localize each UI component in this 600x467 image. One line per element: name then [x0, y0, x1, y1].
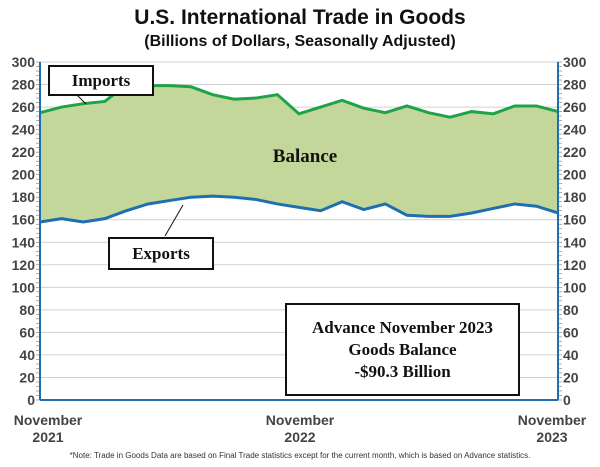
y-tick-label-right: 120: [563, 257, 587, 273]
annotation-line1: Advance November 2023: [312, 318, 493, 337]
annotation-line3: -$90.3 Billion: [354, 362, 451, 381]
footnote: *Note: Trade in Goods Data are based on …: [69, 451, 531, 460]
y-tick-label-left: 240: [12, 122, 36, 138]
x-tick-label: November: [266, 412, 335, 428]
y-tick-label-left: 220: [12, 144, 36, 160]
y-tick-label-left: 120: [12, 257, 36, 273]
y-tick-label-left: 100: [12, 279, 36, 295]
y-tick-label-right: 280: [563, 77, 587, 93]
y-tick-label-left: 140: [12, 234, 36, 250]
imports-callout: Imports: [48, 65, 154, 96]
y-tick-label-right: 200: [563, 167, 587, 183]
y-tick-label-left: 60: [19, 324, 35, 340]
x-tick-label: November: [518, 412, 587, 428]
y-tick-label-right: 300: [563, 54, 587, 70]
y-tick-label-right: 140: [563, 234, 587, 250]
y-tick-label-left: 80: [19, 302, 35, 318]
x-tick-label-year: 2023: [536, 429, 567, 445]
y-tick-label-right: 20: [563, 369, 579, 385]
y-tick-label-right: 160: [563, 212, 587, 228]
y-tick-label-right: 80: [563, 302, 579, 318]
y-tick-label-right: 220: [563, 144, 587, 160]
exports-label: Exports: [132, 244, 190, 263]
y-tick-label-left: 300: [12, 54, 36, 70]
y-tick-label-right: 0: [563, 392, 571, 408]
y-tick-label-left: 0: [27, 392, 35, 408]
y-tick-label-right: 40: [563, 347, 579, 363]
imports-label: Imports: [71, 71, 131, 90]
y-tick-label-right: 260: [563, 99, 587, 115]
y-tick-label-right: 100: [563, 279, 587, 295]
x-tick-label: November: [14, 412, 83, 428]
y-tick-label-right: 240: [563, 122, 587, 138]
annotation-line2: Goods Balance: [348, 340, 457, 359]
chart-title: U.S. International Trade in Goods: [134, 6, 466, 29]
y-tick-label-left: 200: [12, 167, 36, 183]
y-tick-label-left: 260: [12, 99, 36, 115]
balance-label: Balance: [272, 146, 338, 167]
x-tick-label-year: 2021: [32, 429, 63, 445]
exports-arrow: [164, 204, 184, 237]
y-tick-label-left: 20: [19, 369, 35, 385]
x-tick-label-year: 2022: [284, 429, 315, 445]
balance-annotation-box: Advance November 2023 Goods Balance -$90…: [285, 303, 520, 396]
exports-callout: Exports: [108, 237, 214, 270]
chart-subtitle: (Billions of Dollars, Seasonally Adjuste…: [144, 33, 456, 50]
balance-area: [40, 84, 558, 222]
y-tick-label-left: 180: [12, 189, 36, 205]
y-tick-label-left: 280: [12, 77, 36, 93]
y-tick-label-right: 60: [563, 324, 579, 340]
y-tick-label-right: 180: [563, 189, 587, 205]
y-tick-label-left: 160: [12, 212, 36, 228]
y-tick-label-left: 40: [19, 347, 35, 363]
